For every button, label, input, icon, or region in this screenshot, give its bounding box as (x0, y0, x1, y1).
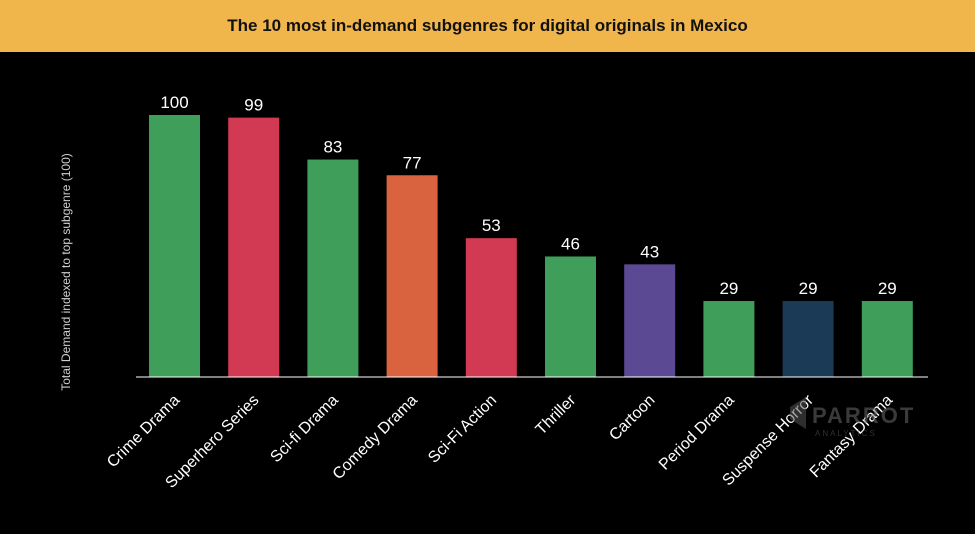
x-tick-label: Thriller (533, 391, 580, 438)
data-label: 29 (719, 279, 738, 298)
bar-thriller (545, 256, 596, 377)
x-tick-label: Period Drama (656, 392, 738, 474)
data-label: 29 (878, 279, 897, 298)
watermark-subtext: ANALYTICS (815, 429, 877, 438)
x-tick-label: Sci-Fi Action (425, 392, 500, 467)
x-tick-label: Comedy Drama (330, 392, 421, 483)
data-label: 77 (403, 153, 422, 172)
x-tick-label: Cartoon (606, 392, 658, 444)
watermark: PARROT ANALYTICS (790, 397, 915, 438)
x-tick-label: Sci-fi Drama (267, 392, 341, 466)
data-label: 29 (799, 279, 818, 298)
x-tick-label: Crime Drama (104, 392, 183, 471)
data-label: 53 (482, 216, 501, 235)
bar-crime-drama (149, 115, 200, 377)
data-label: 99 (244, 96, 263, 115)
bar-fantasy-drama (861, 301, 913, 377)
parrot-logo-icon (790, 397, 806, 429)
bar-superhero-series (228, 117, 280, 378)
chart-title-bar: The 10 most in-demand subgenres for digi… (0, 0, 975, 52)
chart-title: The 10 most in-demand subgenres for digi… (227, 16, 748, 35)
bars-group: 100 99 83 77 53 46 43 29 29 29 (149, 93, 913, 378)
bar-cartoon (624, 264, 676, 377)
bar-sci-fi-drama (307, 159, 359, 377)
watermark-text: PARROT (812, 403, 915, 428)
bar-suspense-horror (782, 301, 834, 377)
bar-sci-fi-action (465, 238, 517, 377)
data-label: 46 (561, 234, 580, 253)
data-label: 100 (160, 93, 188, 112)
data-label: 43 (640, 242, 659, 261)
bar-comedy-drama (386, 175, 438, 377)
bar-period-drama (703, 301, 755, 377)
data-label: 83 (323, 138, 342, 157)
